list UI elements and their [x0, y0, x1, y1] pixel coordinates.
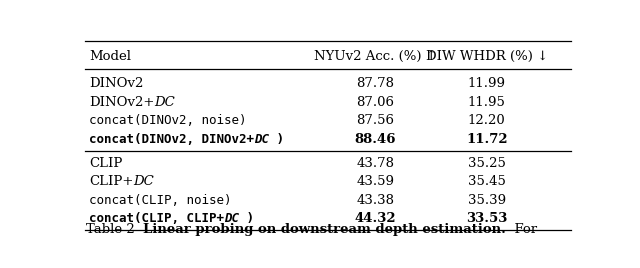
Text: CLIP: CLIP [89, 157, 122, 170]
Text: Table 2: Table 2 [86, 224, 143, 236]
Text: DC: DC [133, 175, 154, 188]
Text: ): ) [239, 213, 254, 225]
Text: ): ) [269, 133, 284, 146]
Text: 11.95: 11.95 [468, 96, 506, 109]
Text: DC: DC [224, 213, 239, 225]
Text: concat(CLIP, CLIP+: concat(CLIP, CLIP+ [89, 213, 224, 225]
Text: DC: DC [254, 133, 269, 146]
Text: Model: Model [89, 50, 131, 64]
Text: DINOv2: DINOv2 [89, 77, 143, 90]
Text: DINOv2+: DINOv2+ [89, 96, 154, 109]
Text: 33.53: 33.53 [466, 213, 508, 225]
Text: 11.72: 11.72 [466, 133, 508, 146]
Text: concat(DINOv2, DINOv2+: concat(DINOv2, DINOv2+ [89, 133, 254, 146]
Text: 88.46: 88.46 [355, 133, 396, 146]
Text: 44.32: 44.32 [355, 213, 396, 225]
Text: 12.20: 12.20 [468, 114, 506, 127]
Text: For: For [506, 224, 537, 236]
Text: Linear probing on downstream depth estimation.: Linear probing on downstream depth estim… [143, 224, 506, 236]
Text: 35.39: 35.39 [468, 194, 506, 207]
Text: 43.38: 43.38 [356, 194, 394, 207]
Text: 35.25: 35.25 [468, 157, 506, 170]
Text: 11.99: 11.99 [468, 77, 506, 90]
Text: concat(DINOv2, noise): concat(DINOv2, noise) [89, 114, 246, 127]
Text: 87.78: 87.78 [356, 77, 394, 90]
Text: CLIP+: CLIP+ [89, 175, 133, 188]
Text: DIW WHDR (%) ↓: DIW WHDR (%) ↓ [426, 50, 548, 64]
Text: 35.45: 35.45 [468, 175, 506, 188]
Text: concat(CLIP, noise): concat(CLIP, noise) [89, 194, 232, 207]
Text: DC: DC [154, 96, 175, 109]
Text: 87.06: 87.06 [356, 96, 394, 109]
Text: 87.56: 87.56 [356, 114, 394, 127]
Text: NYUv2 Acc. (%) ↑: NYUv2 Acc. (%) ↑ [314, 50, 436, 64]
Text: 43.59: 43.59 [356, 175, 394, 188]
Text: 43.78: 43.78 [356, 157, 394, 170]
